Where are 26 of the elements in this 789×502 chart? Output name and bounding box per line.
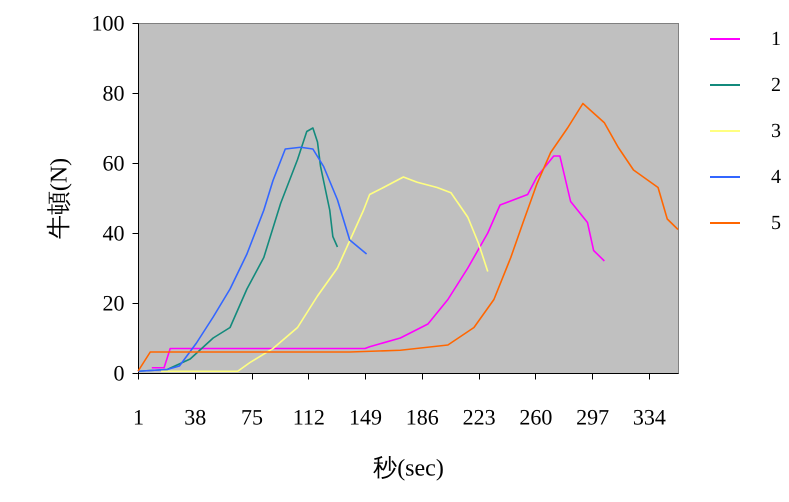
y-tick-label: 80 xyxy=(102,80,124,106)
x-tick-label: 334 xyxy=(632,404,666,430)
x-tick-label: 223 xyxy=(462,404,496,430)
line-series xyxy=(160,176,489,372)
legend-label: 4 xyxy=(771,166,781,188)
legend-label: 3 xyxy=(771,120,781,142)
y-tick-label: 20 xyxy=(102,290,124,316)
x-tick-label: 186 xyxy=(406,404,439,430)
y-tick-label: 0 xyxy=(114,360,124,386)
x-axis-title: 秒(sec) xyxy=(373,456,444,482)
y-tick-label: 40 xyxy=(102,220,124,246)
x-tick-label: 149 xyxy=(349,404,382,430)
x-tick-label: 112 xyxy=(292,404,325,430)
x-tick-label: 1 xyxy=(133,404,144,430)
legend-label: 1 xyxy=(771,28,781,50)
legend-label: 2 xyxy=(771,74,781,96)
legend-label: 5 xyxy=(771,212,781,234)
line-series xyxy=(151,155,606,369)
y-tick-label: 60 xyxy=(102,150,124,176)
line-series xyxy=(137,146,368,372)
x-tick-label: 75 xyxy=(241,404,264,430)
x-tick-label: 297 xyxy=(576,404,610,430)
x-tick-label: 38 xyxy=(184,404,206,430)
x-tick-label: 260 xyxy=(519,404,552,430)
y-axis-title: 牛頓(N) xyxy=(46,158,72,240)
y-tick-label: 100 xyxy=(92,10,124,36)
